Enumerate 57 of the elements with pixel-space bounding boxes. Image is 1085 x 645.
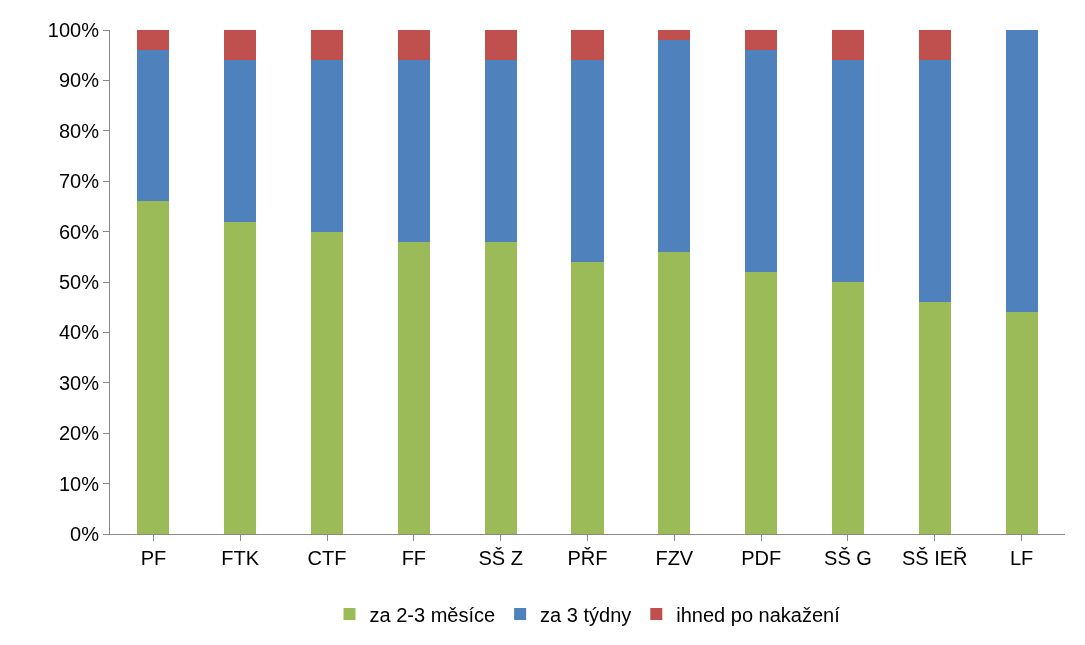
bar — [745, 50, 778, 272]
bar — [310, 30, 344, 61]
bar — [831, 60, 865, 282]
x-tick-label: FF — [401, 547, 427, 569]
bar — [310, 60, 344, 232]
bar — [224, 60, 257, 222]
x-tick-label: FTK — [221, 547, 260, 569]
y-tick-label: 20% — [58, 422, 100, 445]
y-tick-label: 10% — [58, 472, 100, 495]
x-tick-label: PŘF — [567, 547, 608, 569]
bar — [1005, 312, 1038, 534]
x-tick-label: PDF — [741, 547, 782, 569]
y-tick-label: 40% — [58, 321, 100, 344]
bar — [658, 30, 691, 41]
bar — [831, 282, 865, 534]
x-tick-label: CTF — [307, 547, 347, 569]
bar — [224, 221, 257, 534]
bar — [397, 241, 430, 534]
bar — [831, 30, 865, 61]
bar — [224, 30, 257, 61]
y-tick-label: 60% — [58, 220, 100, 243]
bar — [397, 30, 430, 61]
bar — [658, 40, 691, 252]
bar — [137, 50, 170, 202]
bar — [745, 30, 778, 51]
x-tick-label: PF — [140, 547, 167, 569]
bar — [137, 201, 170, 534]
bar — [918, 30, 951, 61]
bar — [484, 241, 517, 534]
x-tick-label: SŠ IEŘ — [901, 547, 968, 569]
x-tick-label: FZV — [655, 547, 694, 569]
y-tick-label: 0% — [70, 523, 100, 545]
bar — [918, 60, 951, 303]
bar — [137, 30, 170, 51]
bar — [571, 60, 604, 262]
y-tick-label: 70% — [58, 170, 100, 193]
bar — [397, 60, 430, 242]
legend-label: za 3 týdny — [540, 603, 632, 626]
bar — [571, 261, 604, 534]
y-tick-label: 30% — [58, 371, 100, 394]
bar — [484, 30, 517, 61]
legend-label: za 2-3 měsíce — [369, 603, 496, 626]
bar — [571, 30, 604, 61]
bar — [1005, 30, 1038, 313]
x-tick-label: LF — [1009, 547, 1034, 569]
y-tick-label: 100% — [47, 19, 100, 41]
bar — [310, 231, 344, 534]
bar — [484, 60, 517, 242]
x-tick-label: SŠ Z — [478, 547, 523, 569]
y-tick-label: 80% — [58, 119, 100, 142]
bar — [658, 251, 691, 534]
bar — [918, 302, 951, 534]
y-tick-label: 50% — [58, 271, 100, 293]
legend-label: ihned po nakažení — [676, 603, 841, 626]
y-tick-label: 90% — [58, 69, 100, 92]
bar — [745, 271, 778, 534]
x-tick-label: SŠ G — [824, 547, 872, 569]
